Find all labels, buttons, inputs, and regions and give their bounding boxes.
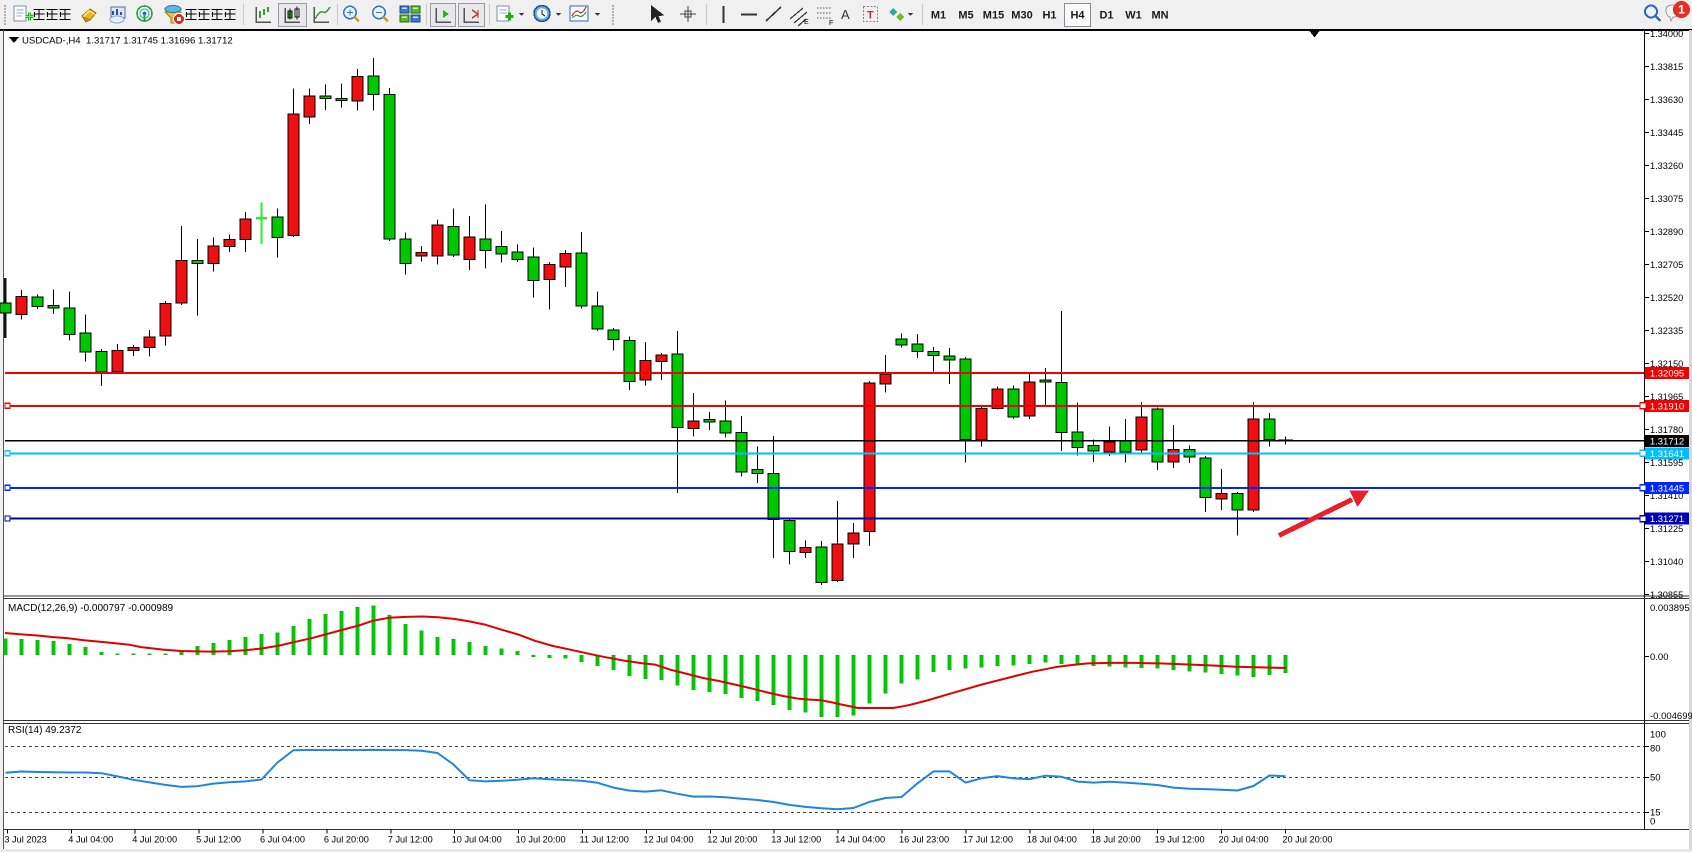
svg-text:H1: H1 <box>1042 10 1056 22</box>
svg-text:M15: M15 <box>983 10 1004 22</box>
svg-text:F: F <box>829 20 833 27</box>
svg-text:20 Jul 04:00: 20 Jul 04:00 <box>1219 835 1269 845</box>
svg-text:1.31225: 1.31225 <box>1650 524 1683 534</box>
svg-text:1.33075: 1.33075 <box>1650 194 1683 204</box>
svg-text:E: E <box>804 19 809 26</box>
svg-text:1.31641: 1.31641 <box>1650 449 1684 460</box>
svg-text:80: 80 <box>1650 744 1661 755</box>
svg-text:4 Jul 20:00: 4 Jul 20:00 <box>132 835 177 845</box>
svg-text:USDCAD-,H4 1.31717 1.31745 1.: USDCAD-,H4 1.31717 1.31745 1.31696 1.317… <box>22 36 233 47</box>
svg-text:W1: W1 <box>1125 10 1142 22</box>
svg-text:1.32335: 1.32335 <box>1650 326 1683 336</box>
svg-text:5 Jul 12:00: 5 Jul 12:00 <box>196 835 241 845</box>
svg-text:T: T <box>867 10 874 22</box>
svg-text:12 Jul 20:00: 12 Jul 20:00 <box>707 835 757 845</box>
svg-text:H4: H4 <box>1070 10 1085 22</box>
svg-text:1.31410: 1.31410 <box>1650 491 1683 501</box>
svg-text:1.32520: 1.32520 <box>1650 293 1683 303</box>
svg-text:1.31965: 1.31965 <box>1650 392 1683 402</box>
svg-text:1.32095: 1.32095 <box>1650 369 1684 380</box>
svg-text:10 Jul 04:00: 10 Jul 04:00 <box>452 835 502 845</box>
svg-text:7 Jul 12:00: 7 Jul 12:00 <box>388 835 433 845</box>
svg-text:1.31910: 1.31910 <box>1650 401 1684 412</box>
svg-text:6 Jul 20:00: 6 Jul 20:00 <box>324 835 369 845</box>
svg-text:1.31271: 1.31271 <box>1650 514 1684 525</box>
svg-text:1.31595: 1.31595 <box>1650 458 1683 468</box>
svg-text:MACD(12,26,9) -0.000797 -0.000: MACD(12,26,9) -0.000797 -0.000989 <box>8 603 174 614</box>
svg-text:18 Jul 20:00: 18 Jul 20:00 <box>1091 835 1141 845</box>
svg-text:3 Jul 2023: 3 Jul 2023 <box>4 835 46 845</box>
svg-text:18 Jul 04:00: 18 Jul 04:00 <box>1027 835 1077 845</box>
svg-text:1.33630: 1.33630 <box>1650 95 1683 105</box>
svg-text:1.34000: 1.34000 <box>1650 29 1683 39</box>
svg-text:RSI(14) 49.2372: RSI(14) 49.2372 <box>8 725 82 736</box>
svg-text:50: 50 <box>1650 773 1661 784</box>
svg-text:12 Jul 04:00: 12 Jul 04:00 <box>643 835 693 845</box>
svg-text:1.33815: 1.33815 <box>1650 62 1683 72</box>
svg-text:6 Jul 04:00: 6 Jul 04:00 <box>260 835 305 845</box>
svg-text:16 Jul 23:00: 16 Jul 23:00 <box>899 835 949 845</box>
svg-text:M30: M30 <box>1011 10 1032 22</box>
svg-text:20 Jul 20:00: 20 Jul 20:00 <box>1282 835 1332 845</box>
svg-text:1.32150: 1.32150 <box>1650 359 1683 369</box>
svg-text:MN: MN <box>1151 10 1168 22</box>
svg-text:1.31445: 1.31445 <box>1650 483 1684 494</box>
svg-text:1.30855: 1.30855 <box>1650 590 1683 600</box>
svg-text:15: 15 <box>1650 808 1661 819</box>
svg-text:D1: D1 <box>1099 10 1113 22</box>
svg-text:100: 100 <box>1650 730 1666 741</box>
svg-text:13 Jul 12:00: 13 Jul 12:00 <box>771 835 821 845</box>
svg-text:19 Jul 12:00: 19 Jul 12:00 <box>1155 835 1205 845</box>
svg-text:17 Jul 12:00: 17 Jul 12:00 <box>963 835 1013 845</box>
svg-text:11 Jul 12:00: 11 Jul 12:00 <box>580 835 629 845</box>
svg-text:1.31040: 1.31040 <box>1650 557 1683 567</box>
svg-text:10 Jul 20:00: 10 Jul 20:00 <box>516 835 566 845</box>
svg-text:-0.004699: -0.004699 <box>1650 711 1692 722</box>
svg-text:M5: M5 <box>958 10 973 22</box>
svg-text:A: A <box>841 7 850 22</box>
svg-text:M1: M1 <box>931 10 946 22</box>
svg-text:1.32890: 1.32890 <box>1650 227 1683 237</box>
svg-text:1.33260: 1.33260 <box>1650 161 1683 171</box>
svg-text:1: 1 <box>1678 3 1685 17</box>
svg-text:1.32705: 1.32705 <box>1650 260 1683 270</box>
svg-text:1.33445: 1.33445 <box>1650 128 1683 138</box>
svg-text:1.31780: 1.31780 <box>1650 425 1683 435</box>
svg-text:4 Jul 04:00: 4 Jul 04:00 <box>68 835 113 845</box>
svg-text:0.003895: 0.003895 <box>1650 603 1690 614</box>
svg-text:0: 0 <box>1650 817 1655 828</box>
svg-text:1.31712: 1.31712 <box>1650 436 1684 447</box>
svg-text:0.00: 0.00 <box>1650 652 1669 663</box>
svg-text:14 Jul 04:00: 14 Jul 04:00 <box>835 835 885 845</box>
